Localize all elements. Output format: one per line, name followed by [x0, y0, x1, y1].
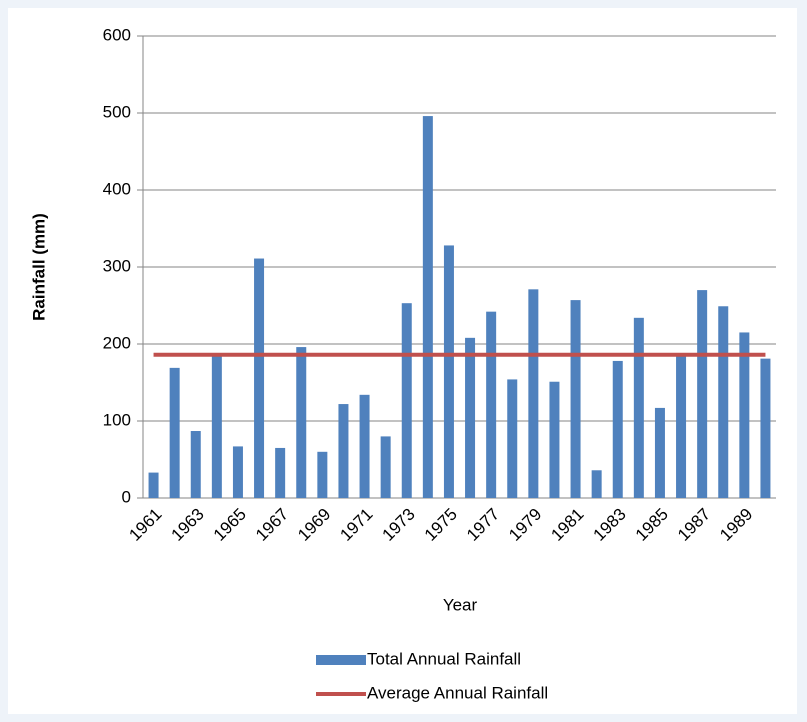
bar: [190, 431, 201, 498]
bar: [676, 355, 687, 498]
y-tick-label: 0: [122, 487, 131, 506]
bar: [148, 472, 159, 498]
y-tick-label: 300: [103, 256, 131, 275]
bar: [443, 245, 454, 498]
bar: [380, 436, 391, 498]
legend-label: Total Annual Rainfall: [367, 649, 521, 668]
bar: [654, 407, 665, 498]
legend-label: Average Annual Rainfall: [367, 683, 548, 702]
bar: [254, 258, 265, 498]
bar: [760, 358, 771, 498]
bar: [169, 367, 180, 498]
bar: [486, 311, 497, 498]
bar: [422, 116, 433, 498]
bar: [612, 360, 623, 498]
y-tick-label: 600: [103, 25, 131, 44]
bar: [359, 394, 370, 498]
y-tick-label: 500: [103, 102, 131, 121]
y-axis-label: Rainfall (mm): [29, 213, 48, 321]
bar: [296, 347, 307, 498]
bar: [739, 332, 750, 498]
bar: [697, 290, 708, 498]
y-tick-label: 400: [103, 179, 131, 198]
legend-swatch: [316, 655, 366, 665]
y-tick-label: 200: [103, 333, 131, 352]
bar: [275, 447, 286, 498]
bar: [549, 381, 560, 498]
y-tick-label: 100: [103, 410, 131, 429]
bar: [465, 337, 476, 498]
x-axis-label: Year: [443, 595, 478, 614]
bar: [232, 446, 243, 498]
bar: [570, 300, 581, 498]
bar: [338, 404, 349, 498]
bar: [211, 355, 222, 498]
bar: [507, 379, 518, 498]
bar: [718, 306, 729, 498]
bar: [528, 289, 539, 498]
bar: [633, 317, 644, 498]
bar: [317, 451, 328, 498]
bar: [401, 303, 412, 498]
bar: [591, 470, 602, 498]
